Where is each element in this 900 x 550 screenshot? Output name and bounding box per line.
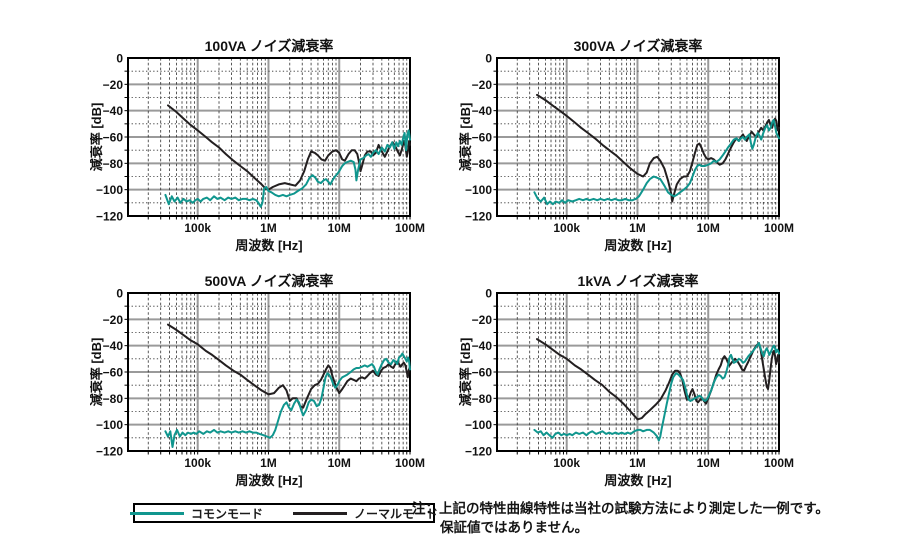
normal-mode-curve bbox=[536, 338, 780, 421]
chart-svg: 100VA ノイズ減衰率 100k 1M 10M 100M 0 −20 −40 −60 −80 −1… bbox=[89, 38, 425, 253]
y-tick-label: 0 bbox=[116, 287, 123, 301]
x-tick-label: 10M bbox=[328, 221, 351, 235]
y-tick-label: −20 bbox=[472, 78, 493, 92]
y-axis-label: 減衰率 [dB] bbox=[90, 338, 104, 407]
y-tick-label: −120 bbox=[96, 445, 123, 459]
x-tick-label: 10M bbox=[328, 456, 351, 470]
common-mode-line-sample bbox=[129, 511, 184, 515]
normal-mode-curve bbox=[536, 93, 780, 203]
x-tick-label: 100k bbox=[553, 221, 580, 235]
chart-1kva-noise-attenuation: 1kVA ノイズ減衰率 100k 1M 10M 100M 0 −20 −40 −60 −80 −10… bbox=[458, 273, 799, 513]
normal-mode-curve bbox=[167, 323, 411, 409]
x-tick-label: 1M bbox=[260, 221, 277, 235]
x-tick-label: 1M bbox=[629, 456, 646, 470]
y-tick-label: −20 bbox=[472, 313, 493, 327]
x-axis-label: 周波数 [Hz] bbox=[604, 473, 671, 488]
normal-mode-curve bbox=[167, 104, 411, 191]
chart-title: 300VA ノイズ減衰率 bbox=[574, 38, 703, 54]
x-axis-label: 周波数 [Hz] bbox=[235, 473, 302, 488]
chart-svg: 500VA ノイズ減衰率 100k 1M 10M 100M 0 −20 −40 −60 −80 −1… bbox=[89, 273, 425, 488]
y-tick-label: 0 bbox=[485, 52, 492, 66]
y-axis-label: 減衰率 [dB] bbox=[459, 103, 473, 172]
plot-border bbox=[496, 292, 780, 452]
y-tick-label: −120 bbox=[465, 210, 492, 224]
x-tick-label: 100M bbox=[764, 221, 794, 235]
x-tick-label: 100M bbox=[764, 456, 794, 470]
legend-item-common-mode: コモンモード bbox=[129, 505, 263, 522]
chart-title: 1kVA ノイズ減衰率 bbox=[578, 273, 699, 289]
x-tick-label: 100k bbox=[184, 221, 211, 235]
y-tick-label: 0 bbox=[116, 52, 123, 66]
chart-100va-noise-attenuation: 100VA ノイズ減衰率 100k 1M 10M 100M 0 −20 −40 −60 −80 −1… bbox=[89, 38, 430, 278]
y-tick-label: −80 bbox=[103, 392, 124, 406]
y-tick-label: −80 bbox=[472, 157, 493, 171]
note-line-1: 注：上記の特性曲線特性は当社の試験方法により測定した一例です。 bbox=[412, 501, 829, 516]
chart-svg: 300VA ノイズ減衰率 100k 1M 10M 100M 0 −20 −40 −60 −80 −1… bbox=[458, 38, 794, 253]
y-tick-label: −80 bbox=[472, 392, 493, 406]
y-tick-label: −100 bbox=[465, 183, 492, 197]
note-line-2: 保証値ではありません。 bbox=[440, 520, 589, 535]
y-tick-label: −20 bbox=[103, 78, 124, 92]
y-axis-label: 減衰率 [dB] bbox=[90, 103, 104, 172]
x-axis-label: 周波数 [Hz] bbox=[604, 238, 671, 253]
x-tick-label: 1M bbox=[260, 456, 277, 470]
chart-svg: 1kVA ノイズ減衰率 100k 1M 10M 100M 0 −20 −40 −60 −80 −10… bbox=[458, 273, 794, 488]
legend-label-common-mode: コモンモード bbox=[190, 506, 263, 521]
x-tick-label: 10M bbox=[697, 456, 720, 470]
y-tick-label: −60 bbox=[472, 131, 493, 145]
legend: コモンモード ノーマルモード bbox=[129, 503, 438, 523]
x-tick-label: 100M bbox=[395, 456, 425, 470]
y-tick-label: −20 bbox=[103, 313, 124, 327]
x-axis-label: 周波数 [Hz] bbox=[235, 238, 302, 253]
chart-300va-noise-attenuation: 300VA ノイズ減衰率 100k 1M 10M 100M 0 −20 −40 −60 −80 −1… bbox=[458, 38, 799, 278]
y-tick-label: −40 bbox=[472, 339, 493, 353]
y-tick-label: −40 bbox=[103, 339, 124, 353]
common-mode-curve bbox=[164, 352, 411, 448]
y-tick-label: −60 bbox=[103, 131, 124, 145]
plot-border bbox=[127, 292, 411, 452]
y-tick-label: −100 bbox=[465, 418, 492, 432]
chart-title: 500VA ノイズ減衰率 bbox=[205, 273, 334, 289]
common-mode-curve bbox=[164, 129, 411, 208]
y-tick-label: −120 bbox=[96, 210, 123, 224]
x-tick-label: 100k bbox=[553, 456, 580, 470]
legend-item-normal-mode: ノーマルモード bbox=[293, 505, 438, 522]
y-tick-label: −120 bbox=[465, 445, 492, 459]
common-mode-curve bbox=[533, 342, 780, 442]
y-tick-label: −60 bbox=[103, 366, 124, 380]
y-tick-label: −40 bbox=[103, 104, 124, 118]
x-tick-label: 100k bbox=[184, 456, 211, 470]
x-tick-label: 1M bbox=[629, 221, 646, 235]
y-tick-label: −100 bbox=[96, 418, 123, 432]
y-tick-label: −100 bbox=[96, 183, 123, 197]
chart-500va-noise-attenuation: 500VA ノイズ減衰率 100k 1M 10M 100M 0 −20 −40 −60 −80 −1… bbox=[89, 273, 430, 513]
y-tick-label: −40 bbox=[472, 104, 493, 118]
chart-title: 100VA ノイズ減衰率 bbox=[205, 38, 334, 54]
x-tick-label: 100M bbox=[395, 221, 425, 235]
y-tick-label: −80 bbox=[103, 157, 124, 171]
legend-label-normal-mode: ノーマルモード bbox=[354, 506, 439, 521]
x-tick-label: 10M bbox=[697, 221, 720, 235]
y-tick-label: −60 bbox=[472, 366, 493, 380]
common-mode-curve bbox=[533, 118, 780, 206]
note: 注：上記の特性曲線特性は当社の試験方法により測定した一例です。 保証値ではありま… bbox=[412, 499, 829, 537]
y-axis-label: 減衰率 [dB] bbox=[459, 338, 473, 407]
normal-mode-line-sample bbox=[293, 511, 347, 515]
y-tick-label: 0 bbox=[485, 287, 492, 301]
